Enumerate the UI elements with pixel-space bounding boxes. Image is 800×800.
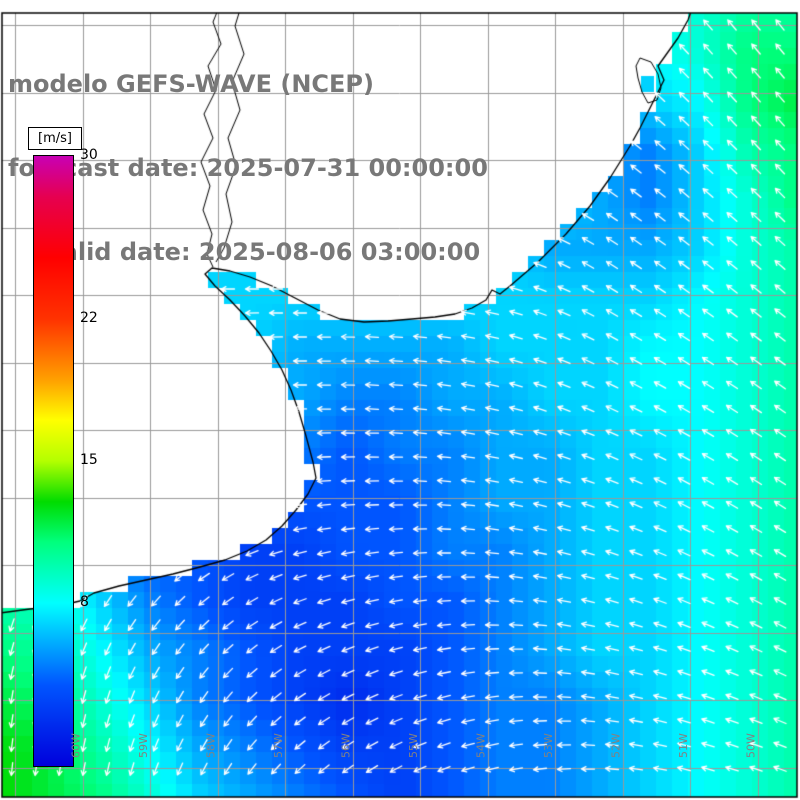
colorbar-tick-label: 22 (80, 309, 98, 326)
colorbar-tick-label: 8 (80, 594, 89, 611)
lon-label: 59W (137, 733, 150, 758)
model-title: modelo GEFS-WAVE (NCEP) (8, 70, 374, 98)
lon-label: 58W (204, 733, 218, 758)
colorbar-gradient (33, 155, 74, 767)
lon-label: 60W (69, 733, 83, 758)
lon-label: 57W (272, 733, 285, 758)
valid-date: valid date: 2025-08-06 03:00:00 (46, 238, 481, 266)
colorbar-unit-label: [m/s] (28, 127, 82, 150)
lon-label: 51W (677, 733, 690, 758)
lon-label: 56W (339, 733, 353, 758)
lon-label: 55W (407, 733, 420, 758)
lon-label: 50W (744, 733, 758, 758)
colorbar-tick-label: 15 (80, 452, 98, 468)
header: modelo GEFS-WAVE (NCEP) forecast date: 2… (8, 14, 488, 322)
lon-label: 52W (609, 733, 623, 758)
colorbar-tick-label: 30 (80, 147, 98, 163)
lon-label: 53W (542, 733, 555, 758)
lon-label: 54W (474, 733, 488, 758)
